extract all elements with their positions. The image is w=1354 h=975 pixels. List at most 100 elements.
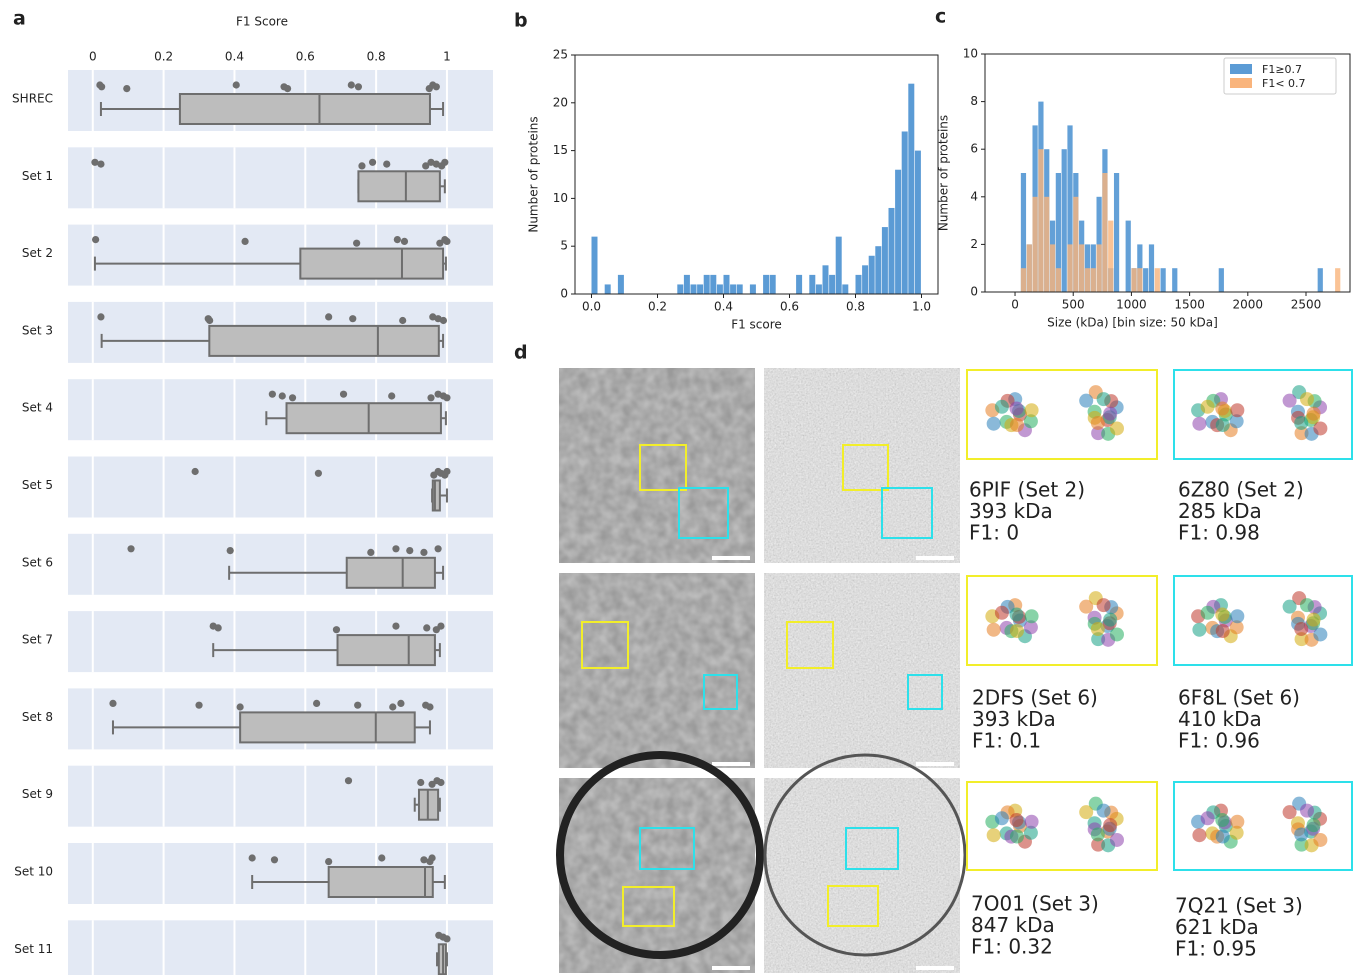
x-tick-label: 0	[1011, 298, 1019, 312]
structure-blob	[1300, 804, 1314, 818]
x-tick-label: 0.8	[367, 50, 386, 64]
histogram-bar	[796, 275, 802, 294]
panel-label: d	[514, 342, 528, 364]
x-axis-title: F1 score	[731, 318, 782, 332]
structure-blob	[1216, 418, 1230, 432]
histogram-bar	[1032, 197, 1037, 292]
histogram-bar	[605, 284, 611, 294]
structure-blob	[1300, 392, 1314, 406]
histogram-bar	[875, 246, 881, 294]
data-point	[401, 238, 408, 245]
category-label: Set 8	[22, 710, 53, 724]
data-point	[249, 854, 256, 861]
structure-blob	[1307, 407, 1321, 421]
tomogram-image	[764, 573, 960, 768]
data-point	[358, 162, 365, 169]
data-point	[349, 315, 356, 322]
structure-blob	[987, 828, 1001, 842]
structure-blob	[1110, 627, 1124, 641]
structure-f1: F1: 0	[969, 521, 1019, 545]
structure-blob	[1313, 627, 1327, 641]
tomogram-texture	[559, 368, 755, 563]
structure-blob	[1215, 608, 1229, 622]
structure-blob	[1215, 402, 1229, 416]
x-tick-label: 0.0	[582, 300, 601, 314]
structure-id: 6F8L (Set 6)	[1178, 686, 1300, 710]
structure-blob	[1283, 600, 1297, 614]
histogram-bar	[724, 275, 730, 294]
y-tick-label: 8	[970, 94, 978, 108]
structure-id: 7Q21 (Set 3)	[1175, 894, 1303, 918]
data-point	[367, 549, 374, 556]
data-point	[389, 703, 396, 710]
category-label: Set 11	[14, 942, 53, 956]
structure-size: 393 kDa	[972, 707, 1056, 731]
x-tick-label: 1500	[1174, 298, 1205, 312]
y-tick-label: 10	[963, 47, 978, 61]
structure-blob	[1300, 598, 1314, 612]
structure-id: 6Z80 (Set 2)	[1178, 478, 1304, 502]
histogram-bar	[1050, 244, 1055, 292]
category-label: Set 4	[22, 401, 53, 415]
data-point	[435, 545, 442, 552]
structure-size: 393 kDa	[969, 499, 1053, 523]
structure-blob	[1097, 392, 1111, 406]
y-tick-label: 2	[970, 237, 978, 251]
box	[180, 94, 430, 124]
histogram-bar	[1172, 268, 1177, 292]
structure-blob	[1010, 624, 1024, 638]
histogram-bar	[1073, 197, 1078, 292]
structure-blob	[1103, 613, 1117, 627]
structure-f1: F1: 0.98	[1178, 521, 1260, 545]
x-tick-label: 0.6	[296, 50, 315, 64]
structure-blob	[1097, 804, 1111, 818]
data-point	[443, 394, 450, 401]
histogram-bar	[1143, 268, 1148, 292]
panel-label: c	[935, 6, 946, 28]
histogram-bar	[1021, 268, 1026, 292]
structure-blob	[1103, 407, 1117, 421]
legend-label: F1≥0.7	[1262, 63, 1302, 76]
y-tick-label: 15	[553, 143, 568, 157]
histogram-bar	[1102, 173, 1107, 292]
histogram-bar	[842, 284, 848, 294]
data-point	[313, 700, 320, 707]
structure-blob	[1192, 623, 1206, 637]
tomogram-image	[764, 778, 960, 973]
y-axis-title: Number of proteins	[937, 115, 951, 231]
panel-label: a	[13, 8, 26, 30]
box	[347, 558, 435, 588]
structure-blob	[1079, 394, 1093, 408]
y-tick-label: 0	[970, 285, 978, 299]
structure-blob	[1097, 598, 1111, 612]
structure-blob	[995, 400, 1009, 414]
x-tick-label: 1000	[1116, 298, 1147, 312]
tomogram-texture	[559, 778, 755, 973]
data-point	[437, 779, 444, 786]
data-point	[423, 624, 430, 631]
histogram-bar	[836, 237, 842, 294]
structure-size: 621 kDa	[1175, 915, 1259, 939]
data-point	[354, 702, 361, 709]
data-point	[426, 703, 433, 710]
x-tick-label: 0	[89, 50, 97, 64]
box	[433, 481, 440, 511]
histogram-bar	[908, 84, 914, 294]
x-tick-label: 0.8	[846, 300, 865, 314]
histogram-bar	[1114, 173, 1119, 292]
structure-blob	[995, 811, 1009, 825]
data-point	[388, 392, 395, 399]
structure-blob	[1294, 622, 1308, 636]
structure-blob	[1307, 818, 1321, 832]
data-point	[325, 313, 332, 320]
data-point	[417, 779, 424, 786]
histogram-bar	[1044, 197, 1049, 292]
structure-blob	[1192, 417, 1206, 431]
data-point	[399, 317, 406, 324]
histogram-bar	[1335, 268, 1340, 292]
category-label: Set 10	[14, 865, 53, 879]
structure-blob	[1091, 416, 1105, 430]
data-point	[279, 392, 286, 399]
legend-label: F1< 0.7	[1262, 77, 1306, 90]
y-tick-label: 4	[970, 189, 978, 203]
